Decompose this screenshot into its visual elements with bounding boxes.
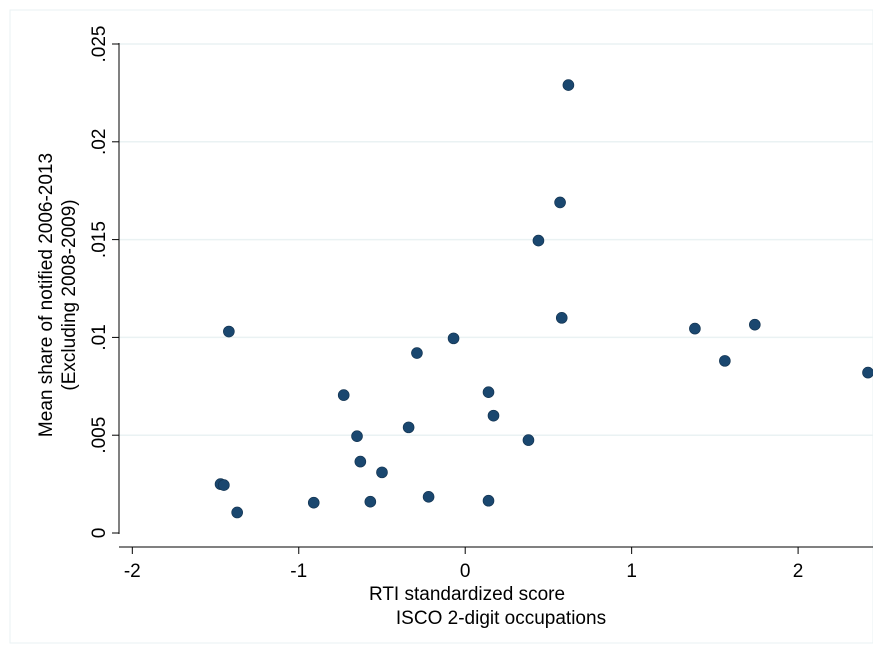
y-axis-title-line-1: Mean share of notified 2006-2013 <box>36 153 57 437</box>
scatter-point <box>483 387 494 398</box>
scatter-point <box>749 319 760 330</box>
x-axis-title-line-2: ISCO 2-digit occupations <box>396 608 606 629</box>
scatter-point <box>555 197 566 208</box>
scatter-point <box>223 326 234 337</box>
scatter-point <box>523 435 534 446</box>
scatter-point <box>376 467 387 478</box>
y-tick-label: .005 <box>89 417 110 454</box>
scatter-point <box>308 497 319 508</box>
scatter-point <box>365 496 376 507</box>
scatter-point <box>338 390 349 401</box>
y-tick-label: .01 <box>89 324 110 350</box>
x-tick-label: -1 <box>290 561 307 582</box>
scatter-point <box>533 235 544 246</box>
y-tick-label: 0 <box>89 528 110 539</box>
scatter-point <box>403 422 414 433</box>
scatter-point <box>411 348 422 359</box>
y-tick-label: .025 <box>89 26 110 63</box>
scatter-point <box>689 323 700 334</box>
scatter-point <box>719 355 730 366</box>
scatter-point <box>355 456 366 467</box>
scatter-point <box>448 333 459 344</box>
scatter-point <box>488 410 499 421</box>
y-tick-label: .015 <box>89 221 110 258</box>
scatter-point <box>218 480 229 491</box>
scatter-point <box>556 312 567 323</box>
scatter-point <box>423 491 434 502</box>
x-tick-label: 1 <box>626 561 637 582</box>
x-axis-title-line-1: RTI standardized score <box>369 584 565 605</box>
scatter-point <box>352 431 363 442</box>
scatter-point <box>232 507 243 518</box>
x-tick-label: -2 <box>124 561 141 582</box>
plot-region-frame <box>10 10 873 643</box>
x-tick-label: 0 <box>460 561 471 582</box>
scatter-point <box>863 367 873 378</box>
x-tick-label: 2 <box>793 561 804 582</box>
y-axis-title-line-2: (Excluding 2008-2009) <box>59 199 80 390</box>
y-tick-label: .02 <box>89 129 110 155</box>
scatter-point <box>563 80 574 91</box>
scatter-point <box>483 495 494 506</box>
